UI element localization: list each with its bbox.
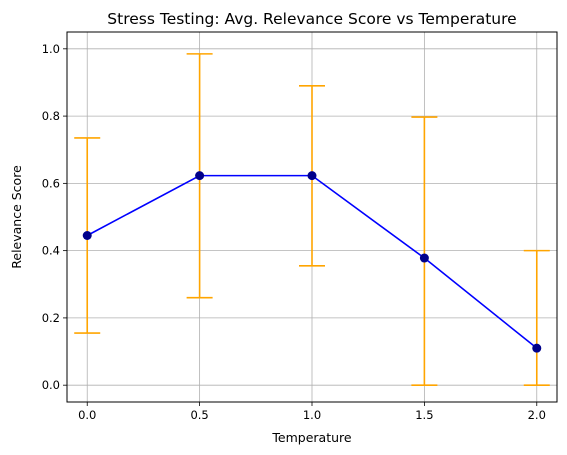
data-point [532, 343, 542, 353]
y-tick-label: 1.0 [42, 42, 60, 56]
y-tick-label: 0.8 [42, 109, 60, 123]
y-tick-label: 0.4 [42, 244, 60, 258]
y-tick-label: 0.6 [42, 176, 60, 190]
data-point [82, 231, 92, 240]
y-tick-label: 0.2 [42, 311, 60, 325]
data-point [195, 171, 205, 181]
x-tick-label: 1.5 [415, 408, 433, 422]
chart-title: Stress Testing: Avg. Relevance Score vs … [107, 10, 516, 28]
x-tick-label: 1.0 [303, 408, 321, 422]
data-point [419, 253, 429, 263]
x-tick-label: 0.5 [190, 408, 208, 422]
ticks: 0.0 0.5 1.0 1.5 2.0 0.0 0.2 0.4 0.6 0.8 1.0 [42, 42, 546, 422]
data-point [307, 171, 317, 181]
x-axis-label: Temperature [271, 430, 351, 445]
y-axis-label: Relevance Score [9, 165, 24, 269]
x-tick-label: 0.0 [78, 408, 96, 422]
series [82, 171, 542, 353]
y-tick-label: 0.0 [42, 378, 60, 392]
x-tick-label: 2.0 [528, 408, 546, 422]
